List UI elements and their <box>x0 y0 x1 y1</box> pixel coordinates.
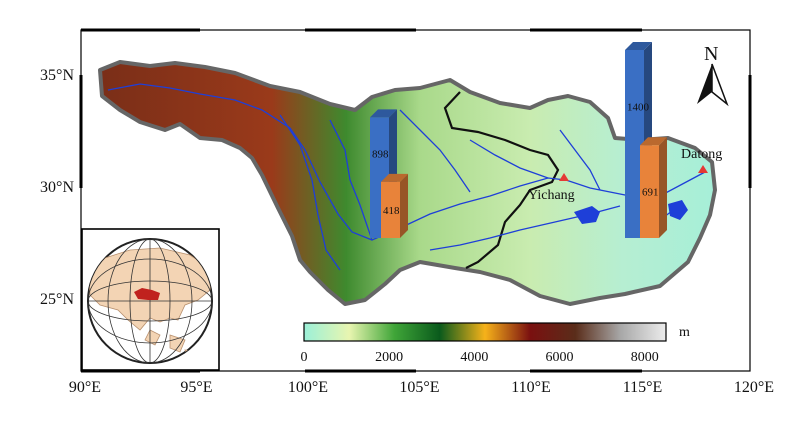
station-label-yichang: Yichang <box>528 188 575 203</box>
frame-ticks <box>79 28 752 373</box>
bar-value-label: 1400 <box>627 101 650 113</box>
bar-top-face <box>640 137 667 146</box>
bar-value-label: 898 <box>372 149 389 161</box>
station-label-datong: Datong <box>681 147 722 162</box>
bar-value-label: 691 <box>642 187 659 199</box>
bar-column: 691 <box>640 137 667 238</box>
elevation-tick-label: 4000 <box>460 350 488 365</box>
north-arrow-icon: N <box>697 43 729 107</box>
globe-basin-highlight <box>134 288 160 300</box>
bar-top-face <box>370 109 397 118</box>
x-tick-label: 105°E <box>399 379 439 396</box>
station-marker-datong <box>698 165 708 173</box>
x-tick-label: 90°E <box>69 379 101 396</box>
elevation-colorbar <box>303 322 667 342</box>
sub-basin-boundary <box>443 91 560 269</box>
north-arrow-label: N <box>704 43 718 65</box>
elevation-legend: m 0 2000 4000 6000 8000 <box>301 322 690 365</box>
x-tick-label: 115°E <box>623 379 663 396</box>
y-tick-label: 25°N <box>40 291 74 308</box>
bar-groups: 898 418 1400 691 <box>370 42 667 238</box>
bar-top-face <box>625 42 652 50</box>
bar-side-face <box>400 173 408 238</box>
globe-graticule <box>88 239 212 363</box>
y-tick-label: 30°N <box>40 179 74 196</box>
elevation-unit: m <box>679 325 690 340</box>
x-tick-label: 95°E <box>180 379 212 396</box>
bar-top-face <box>381 173 408 182</box>
elevation-tick-labels: 0 2000 4000 6000 8000 <box>301 350 659 365</box>
elevation-tick-label: 2000 <box>375 350 403 365</box>
y-tick-label: 35°N <box>40 67 74 84</box>
elevation-tick-label: 6000 <box>546 350 574 365</box>
bar-column: 418 <box>381 173 408 238</box>
lake-dongting <box>574 206 600 224</box>
elevation-tick-label: 8000 <box>631 350 659 365</box>
bar-front-face <box>640 145 659 238</box>
bar-front-face <box>381 181 400 238</box>
bar-side-face <box>659 137 667 238</box>
x-axis-tick-labels: 90°E 95°E 100°E 105°E 110°E 115°E 120°E <box>69 379 774 396</box>
lake-poyang <box>668 200 688 220</box>
station-marker-yichang <box>559 173 569 181</box>
x-tick-label: 100°E <box>288 379 328 396</box>
bar-value-label: 418 <box>383 205 400 217</box>
inset-globe <box>81 228 220 371</box>
x-tick-label: 120°E <box>734 379 774 396</box>
bar-front-face <box>625 50 644 238</box>
y-axis-tick-labels: 35°N 30°N 25°N <box>40 67 74 308</box>
elevation-tick-label: 0 <box>301 350 308 365</box>
x-tick-label: 110°E <box>511 379 551 396</box>
